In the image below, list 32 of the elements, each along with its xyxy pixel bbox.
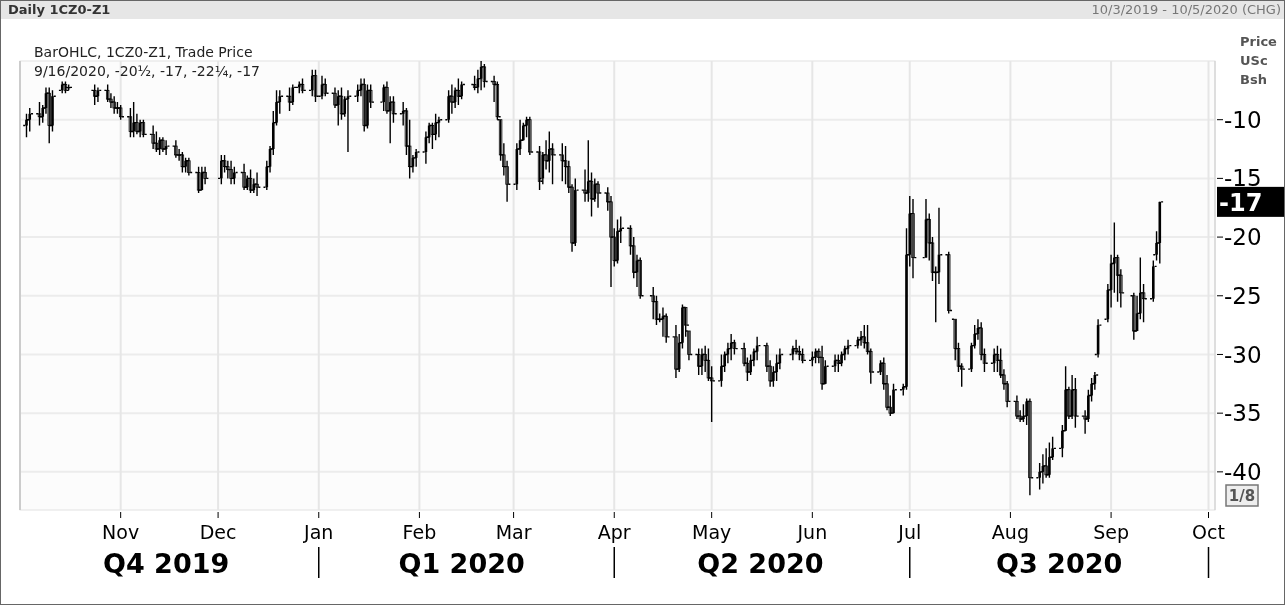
chart-subtitle: 10/3/2019 - 10/5/2020 (CHG) — [1091, 2, 1281, 17]
chart-title: Daily 1CZ0-Z1 — [8, 2, 111, 17]
x-tick-label: Apr — [597, 521, 631, 543]
x-tick-label: Dec — [199, 521, 237, 543]
x-tick-label: Sep — [1093, 521, 1129, 543]
y-tick-label: -40 — [1224, 458, 1262, 485]
y-tick-label: -35 — [1224, 400, 1262, 427]
text: 1/8 — [1228, 487, 1256, 505]
candlestick — [118, 104, 123, 121]
x-tick-label: Oct — [1192, 521, 1225, 543]
x-tick-label: Jul — [897, 521, 922, 543]
x-tick-label: May — [692, 521, 732, 543]
x-tick-label: Mar — [495, 521, 532, 543]
annotation: 9/16/2020, -20½, -17, -22¼, -17 — [34, 63, 260, 79]
x2-tick-label: Q2 2020 — [697, 548, 824, 579]
y-axis-title: Price USc Bsh — [1240, 34, 1278, 87]
candlestick — [141, 118, 146, 138]
x-tick-label: Jun — [796, 521, 828, 543]
text: BarOHLC, 1CZ0-Z1, Trade Price — [34, 44, 253, 60]
x2-tick-label: Q1 2020 — [398, 548, 525, 579]
candlestick — [1073, 377, 1078, 429]
y-tick-label: -30 — [1224, 341, 1262, 368]
x-tick-label: Nov — [102, 521, 140, 543]
x2-tick-label: Q3 2020 — [995, 548, 1123, 579]
y-tick-label: -25 — [1224, 282, 1262, 309]
y-tick-label: -10 — [1224, 106, 1262, 133]
y-tick-label: -20 — [1224, 224, 1262, 251]
x-tick-label: Jan — [303, 521, 334, 543]
candlestick — [800, 347, 805, 364]
x2-tick-label: Q4 2019 — [102, 548, 230, 579]
x-tick-label: Feb — [402, 521, 437, 543]
x-tick-label: Aug — [991, 521, 1029, 543]
